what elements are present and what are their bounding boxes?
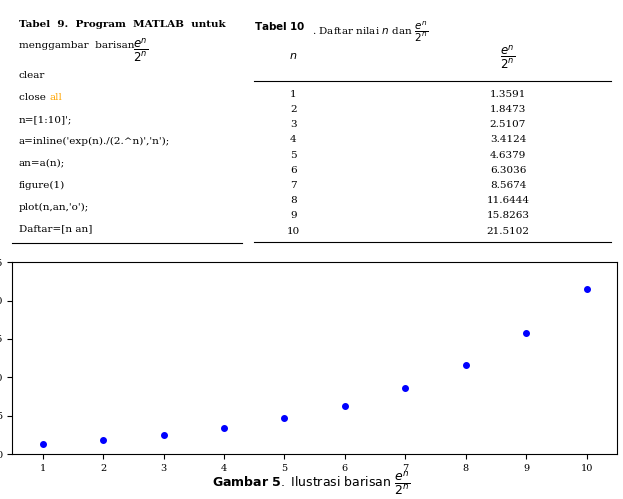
Text: Tabel  9.  Program  MATLAB  untuk: Tabel 9. Program MATLAB untuk <box>19 19 225 28</box>
Text: menggambar  barisan: menggambar barisan <box>19 41 134 50</box>
Text: 3: 3 <box>290 120 297 129</box>
Text: 6: 6 <box>290 166 297 175</box>
Text: figure(1): figure(1) <box>19 181 65 190</box>
Text: 10: 10 <box>287 227 300 236</box>
Text: 15.8263: 15.8263 <box>487 212 530 221</box>
Text: close: close <box>19 93 49 102</box>
Text: 1.3591: 1.3591 <box>490 90 526 99</box>
Text: plot(n,an,'o');: plot(n,an,'o'); <box>19 203 88 212</box>
Text: 8.5674: 8.5674 <box>490 181 526 190</box>
Text: clear: clear <box>19 71 45 80</box>
Text: . Daftar nilai $n$ dan $\dfrac{e^{n}}{2^{n}}$: . Daftar nilai $n$ dan $\dfrac{e^{n}}{2^… <box>312 19 428 43</box>
Text: 3.4124: 3.4124 <box>490 135 526 144</box>
Text: 11.6444: 11.6444 <box>487 196 530 205</box>
Text: n=[1:10]';: n=[1:10]'; <box>19 115 72 124</box>
Text: 8: 8 <box>290 196 297 205</box>
Text: 4: 4 <box>290 135 297 144</box>
Text: 21.5102: 21.5102 <box>487 227 530 236</box>
Text: 5: 5 <box>290 151 297 160</box>
Text: 2: 2 <box>290 105 297 114</box>
Text: Daftar=[n an]: Daftar=[n an] <box>19 225 92 234</box>
Text: a=inline('exp(n)./(2.^n)','n');: a=inline('exp(n)./(2.^n)','n'); <box>19 137 169 146</box>
Text: 1.8473: 1.8473 <box>490 105 526 114</box>
Text: $\dfrac{e^{n}}{2^{n}}$: $\dfrac{e^{n}}{2^{n}}$ <box>133 37 149 64</box>
Text: $n$: $n$ <box>289 51 298 61</box>
Text: 2.5107: 2.5107 <box>490 120 526 129</box>
Text: 9: 9 <box>290 212 297 221</box>
Text: $\dfrac{e^{n}}{2^{n}}$: $\dfrac{e^{n}}{2^{n}}$ <box>500 44 516 71</box>
Text: 7: 7 <box>290 181 297 190</box>
Text: 6.3036: 6.3036 <box>490 166 526 175</box>
Text: 1: 1 <box>290 90 297 99</box>
Text: $\mathbf{Tabel\ 10}$: $\mathbf{Tabel\ 10}$ <box>254 19 306 31</box>
Text: all: all <box>50 93 63 102</box>
Text: an=a(n);: an=a(n); <box>19 159 65 168</box>
Text: 4.6379: 4.6379 <box>490 151 526 160</box>
Text: $\mathbf{Gambar\ 5}$$\mathrm{.\ Ilustrasi\ barisan}\ \dfrac{e^{n}}{2^{n}}$: $\mathbf{Gambar\ 5}$$\mathrm{.\ Ilustras… <box>212 469 411 497</box>
